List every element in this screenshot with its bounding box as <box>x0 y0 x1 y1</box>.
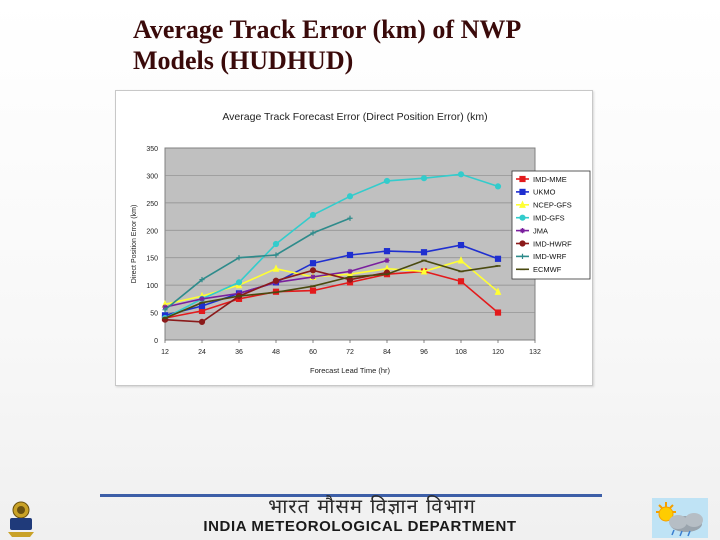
data-point <box>458 172 463 177</box>
footer-english-name: INDIA METEOROLOGICAL DEPARTMENT <box>190 518 530 535</box>
legend-label: IMD-MME <box>533 175 567 184</box>
weather-sun-cloud-icon <box>652 498 708 538</box>
x-tick-label: 60 <box>309 349 317 356</box>
track-error-line-chart: Average Track Forecast Error (Direct Pos… <box>116 91 594 387</box>
data-point <box>273 241 278 246</box>
legend-label: NCEP-GFS <box>533 201 572 210</box>
data-point <box>273 278 278 283</box>
data-point <box>310 212 315 217</box>
x-tick-label: 108 <box>455 349 467 356</box>
x-axis-label: Forecast Lead Time (hr) <box>310 366 391 375</box>
slide-title: Average Track Error (km) of NWP Models (… <box>133 14 633 76</box>
data-point <box>310 288 315 293</box>
x-tick-label: 24 <box>198 349 206 356</box>
data-point <box>310 285 315 287</box>
y-tick-label: 100 <box>146 283 158 290</box>
data-point <box>421 260 426 262</box>
data-point <box>495 184 500 189</box>
data-point <box>347 276 352 278</box>
data-point <box>310 268 315 273</box>
data-point <box>495 256 500 261</box>
emblem-icon <box>4 498 38 538</box>
data-point <box>384 178 389 183</box>
x-tick-label: 12 <box>161 349 169 356</box>
x-tick-label: 120 <box>492 349 504 356</box>
data-point <box>347 252 352 257</box>
data-point <box>384 249 389 254</box>
y-tick-label: 250 <box>146 201 158 208</box>
x-tick-label: 48 <box>272 349 280 356</box>
data-point <box>236 280 241 285</box>
data-point <box>421 250 426 255</box>
plot-area <box>165 148 535 340</box>
data-point <box>273 291 278 293</box>
data-point <box>199 319 204 324</box>
data-point <box>520 189 525 194</box>
y-tick-label: 50 <box>150 311 158 318</box>
y-axis-label: Direct Position Error (km) <box>131 205 138 284</box>
slide-title-line-2: Models (HUDHUD) <box>133 45 633 76</box>
y-tick-label: 200 <box>146 228 158 235</box>
chart-title: Average Track Forecast Error (Direct Pos… <box>222 111 487 123</box>
y-tick-label: 150 <box>146 256 158 263</box>
data-point <box>495 310 500 315</box>
data-point <box>520 269 525 271</box>
data-point <box>421 176 426 181</box>
y-tick-label: 350 <box>146 146 158 153</box>
legend-label: UKMO <box>533 188 556 197</box>
slide-title-line-1: Average Track Error (km) of NWP <box>133 14 633 45</box>
x-tick-label: 36 <box>235 349 243 356</box>
footer-hindi-name: भारत मौसम विज्ञान विभाग <box>222 492 522 519</box>
data-point <box>520 241 525 246</box>
x-tick-label: 72 <box>346 349 354 356</box>
data-point <box>236 295 241 297</box>
data-point <box>347 194 352 199</box>
data-point <box>495 265 500 267</box>
chart-frame: Average Track Forecast Error (Direct Pos… <box>115 90 593 386</box>
data-point <box>520 228 525 233</box>
y-tick-label: 0 <box>154 338 158 345</box>
y-tick-label: 300 <box>146 173 158 180</box>
legend-label: IMD-HWRF <box>533 239 572 248</box>
legend-label: JMA <box>533 226 548 235</box>
data-point <box>520 215 525 220</box>
data-point <box>384 258 389 263</box>
data-point <box>458 271 463 273</box>
data-point <box>458 242 463 247</box>
x-tick-label: 96 <box>420 349 428 356</box>
data-point <box>310 261 315 266</box>
data-point <box>520 176 525 181</box>
legend-label: IMD-WRF <box>533 252 567 261</box>
data-point <box>199 302 204 304</box>
x-tick-label: 132 <box>529 349 541 356</box>
data-point <box>199 308 204 313</box>
data-point <box>384 273 389 275</box>
legend-label: IMD-GFS <box>533 214 565 223</box>
x-tick-label: 84 <box>383 349 391 356</box>
data-point <box>458 279 463 284</box>
data-point <box>162 317 167 319</box>
legend-label: ECMWF <box>533 265 562 274</box>
